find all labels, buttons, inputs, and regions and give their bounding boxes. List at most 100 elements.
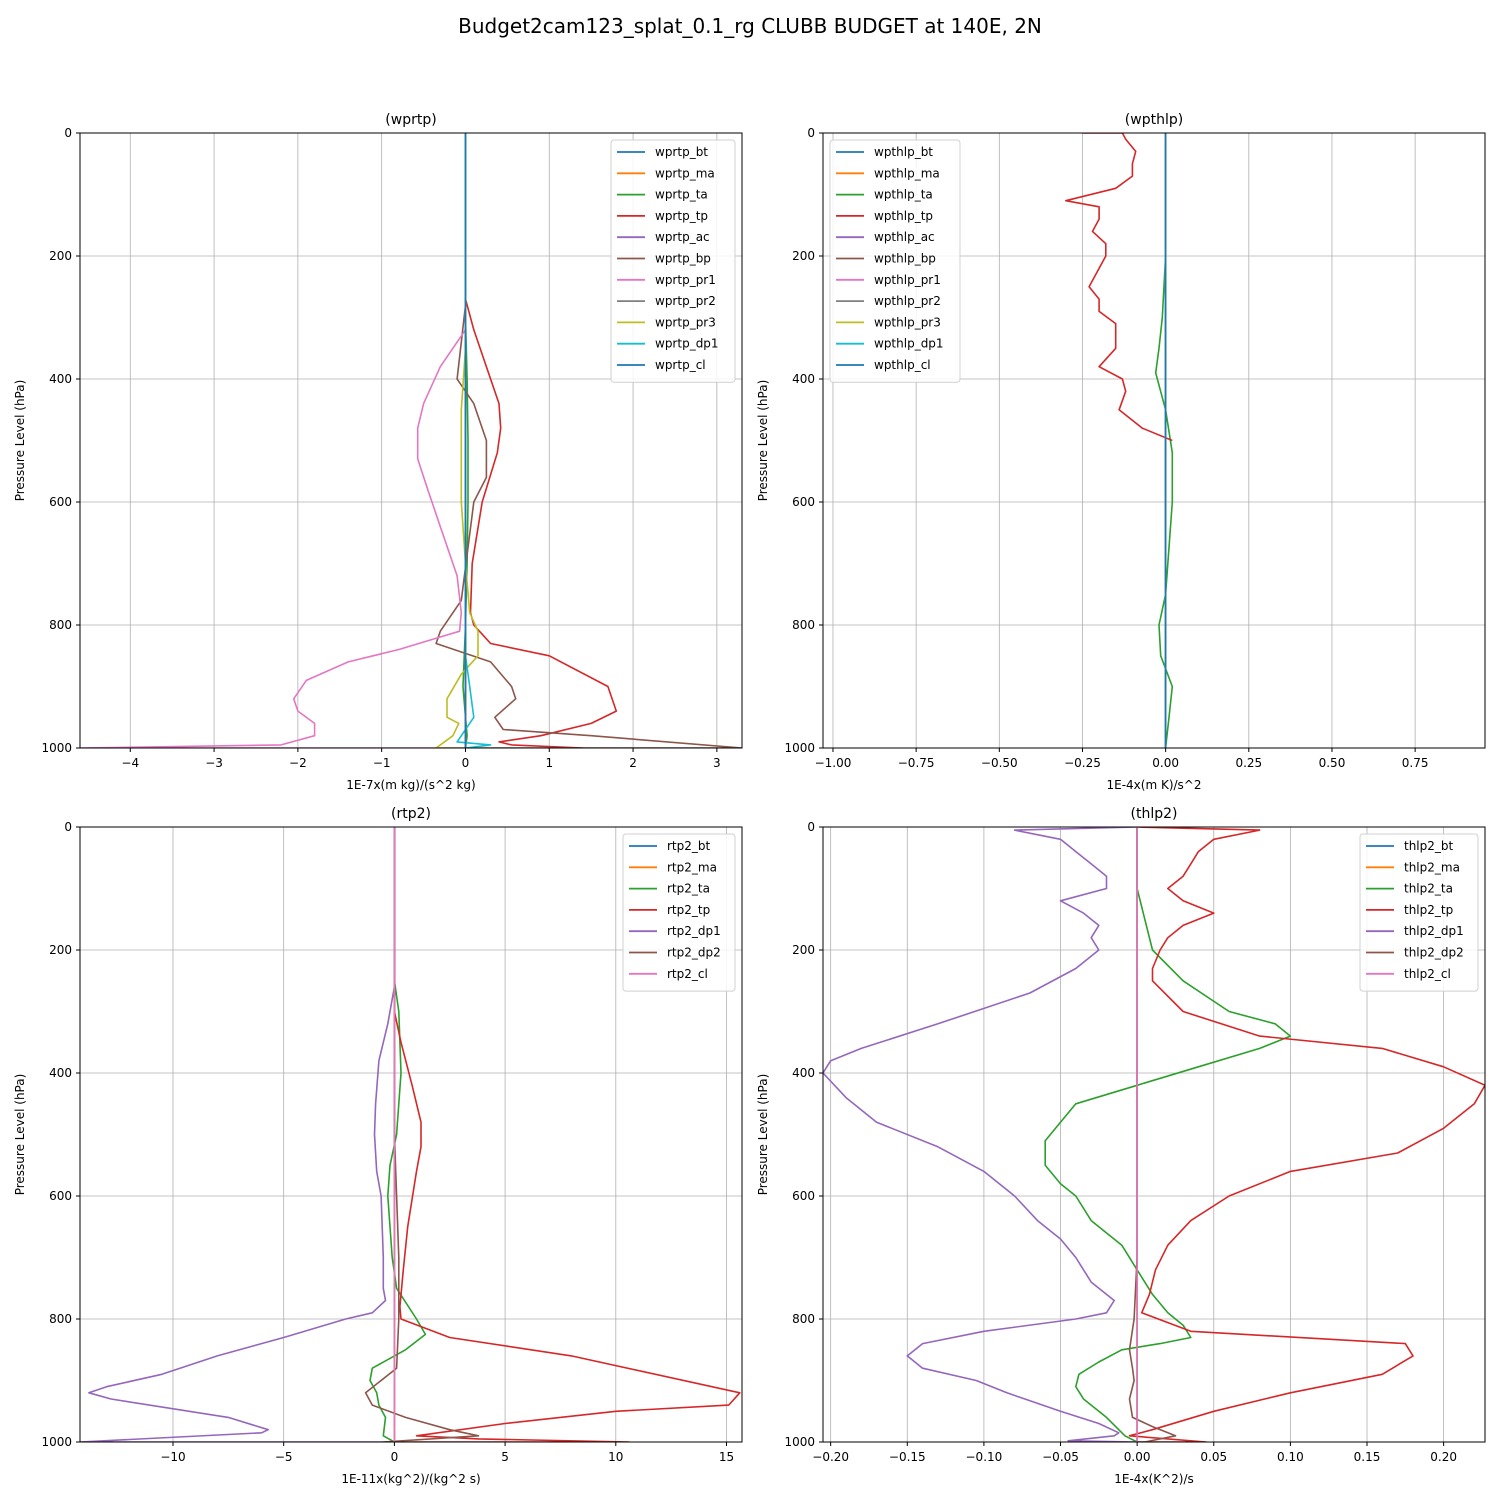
legend-entry: wprtp_dp1 — [655, 337, 719, 351]
subplot-title: (thlp2) — [1131, 806, 1178, 822]
x-tick-label: −0.75 — [898, 756, 935, 770]
y-tick-label: 200 — [49, 249, 72, 263]
legend-entry: wpthlp_bt — [874, 145, 933, 159]
plot-frame — [822, 826, 1486, 1443]
x-tick-label: 10 — [608, 1450, 623, 1464]
subplot-title: (rtp2) — [391, 806, 431, 822]
x-tick-label: −0.25 — [1064, 756, 1101, 770]
series-line-wprtp_tp — [464, 133, 618, 748]
x-tick-label: 15 — [719, 1450, 734, 1464]
x-tick-label: 0.10 — [1277, 1450, 1304, 1464]
x-tick-label: 0.05 — [1200, 1450, 1227, 1464]
legend-entry: wpthlp_ta — [874, 188, 933, 202]
y-tick-label: 1000 — [41, 1435, 72, 1449]
legend-entry: wprtp_pr3 — [655, 315, 716, 329]
series-line-wprtp_bp — [435, 133, 742, 748]
y-tick-label: 0 — [64, 126, 72, 140]
y-tick-label: 1000 — [784, 1435, 815, 1449]
x-tick-label: −0.20 — [812, 1450, 849, 1464]
legend-entry: wprtp_bp — [655, 252, 711, 266]
series-line-thlp2_dp1 — [823, 827, 1138, 1442]
x-tick-label: 0.00 — [1124, 1450, 1151, 1464]
series-line-thlp2_dp2 — [1128, 827, 1177, 1442]
x-tick-label: −2 — [289, 756, 307, 770]
legend-entry: wprtp_tp — [655, 209, 708, 223]
x-tick-label: −5 — [275, 1450, 293, 1464]
legend-entry: wpthlp_bp — [874, 252, 936, 266]
series-line-wpthlp_ta — [1154, 133, 1174, 748]
legend-entry: wprtp_ac — [655, 230, 710, 244]
y-tick-label: 400 — [792, 1066, 815, 1080]
legend-entry: wprtp_pr2 — [655, 294, 716, 308]
x-tick-label: 0 — [391, 1450, 399, 1464]
y-axis-label: Pressure Level (hPa) — [13, 380, 27, 502]
x-tick-label: 2 — [629, 756, 637, 770]
x-tick-label: −0.50 — [981, 756, 1018, 770]
series-group — [1065, 133, 1174, 748]
x-tick-label: 0.25 — [1235, 756, 1262, 770]
legend-entry: wpthlp_pr1 — [874, 273, 941, 287]
x-tick-label: 3 — [713, 756, 721, 770]
x-axis-label: 1E-4x(K^2)/s — [1114, 1472, 1194, 1486]
x-tick-label: −0.15 — [889, 1450, 926, 1464]
y-tick-label: 0 — [807, 126, 815, 140]
legend: wprtp_bt wprtp_ma wprtp_ta wprtp_tp wprtp_ac… — [610, 139, 736, 383]
legend: thlp2_bt thlp2_ma thlp2_ta thlp2_tp thlp2_dp… — [1359, 833, 1479, 992]
y-axis-label: Pressure Level (hPa) — [756, 380, 770, 502]
legend-entry: thlp2_tp — [1404, 903, 1453, 917]
x-tick-label: −0.10 — [966, 1450, 1003, 1464]
y-tick-label: 1000 — [41, 741, 72, 755]
plot-frame — [822, 132, 1486, 749]
legend-entry: rtp2_dp2 — [667, 946, 721, 960]
series-line-thlp2_ta — [1044, 827, 1292, 1442]
y-tick-label: 600 — [792, 1189, 815, 1203]
series-line-thlp2_tp — [1128, 827, 1485, 1442]
chart-panel-3: −10 −5 0 5 10 15 0 200 400 600 800 1000 (rtp2) 1E-11x… — [13, 806, 743, 1486]
subplot-title: (wpthlp) — [1125, 112, 1183, 128]
legend-entry: wpthlp_ma — [874, 166, 940, 180]
legend-entry: wprtp_ma — [655, 166, 715, 180]
legend-entry: rtp2_ma — [667, 860, 717, 874]
y-tick-label: 800 — [792, 1312, 815, 1326]
legend-entry: wprtp_ta — [655, 188, 708, 202]
legend-entry: rtp2_dp1 — [667, 924, 721, 938]
legend-entry: wprtp_pr1 — [655, 273, 716, 287]
x-tick-label: 0 — [462, 756, 470, 770]
x-tick-label: −10 — [160, 1450, 185, 1464]
chart-panel-2: −1.00 −0.75 −0.50 −0.25 0.00 0.25 0.50 0.75 0 200… — [756, 112, 1486, 792]
y-tick-label: 200 — [792, 943, 815, 957]
legend-entry: rtp2_bt — [667, 839, 711, 853]
legend-entry: wpthlp_pr3 — [874, 315, 941, 329]
series-line-wprtp_pr3 — [435, 133, 479, 748]
x-axis-label: 1E-4x(m K)/s^2 — [1106, 778, 1201, 792]
legend-entry: rtp2_tp — [667, 903, 710, 917]
y-tick-label: 0 — [64, 820, 72, 834]
x-tick-label: −1.00 — [815, 756, 852, 770]
legend-entry: wprtp_cl — [655, 358, 706, 372]
x-tick-label: 0.75 — [1402, 756, 1429, 770]
series-line-wpthlp_tp — [1065, 133, 1173, 442]
legend-entry: wpthlp_pr2 — [874, 294, 941, 308]
y-tick-label: 400 — [49, 1066, 72, 1080]
legend-entry: thlp2_ma — [1404, 860, 1460, 874]
x-tick-label: −4 — [121, 756, 139, 770]
y-tick-label: 800 — [792, 618, 815, 632]
x-tick-label: −3 — [205, 756, 223, 770]
y-axis-label: Pressure Level (hPa) — [13, 1074, 27, 1196]
x-axis-label: 1E-11x(kg^2)/(kg^2 s) — [341, 1472, 480, 1486]
legend: rtp2_bt rtp2_ma rtp2_ta rtp2_tp rtp2_dp1 rtp2… — [622, 833, 736, 992]
legend-entry: rtp2_ta — [667, 882, 710, 896]
y-tick-label: 200 — [792, 249, 815, 263]
legend-entry: thlp2_ta — [1404, 882, 1453, 896]
legend-entry: wpthlp_cl — [874, 358, 931, 372]
legend-entry: wpthlp_ac — [874, 230, 935, 244]
legend-entry: thlp2_dp2 — [1404, 946, 1464, 960]
x-axis-label: 1E-7x(m kg)/(s^2 kg) — [346, 778, 475, 792]
y-tick-label: 800 — [49, 1312, 72, 1326]
series-line-rtp2_dp1 — [80, 827, 396, 1442]
x-tick-label: 0.20 — [1430, 1450, 1457, 1464]
legend-entry: wprtp_bt — [655, 145, 708, 159]
figure-title: Budget2cam123_splat_0.1_rg CLUBB BUDGET … — [458, 14, 1042, 38]
series-line-rtp2_ta — [369, 827, 427, 1442]
